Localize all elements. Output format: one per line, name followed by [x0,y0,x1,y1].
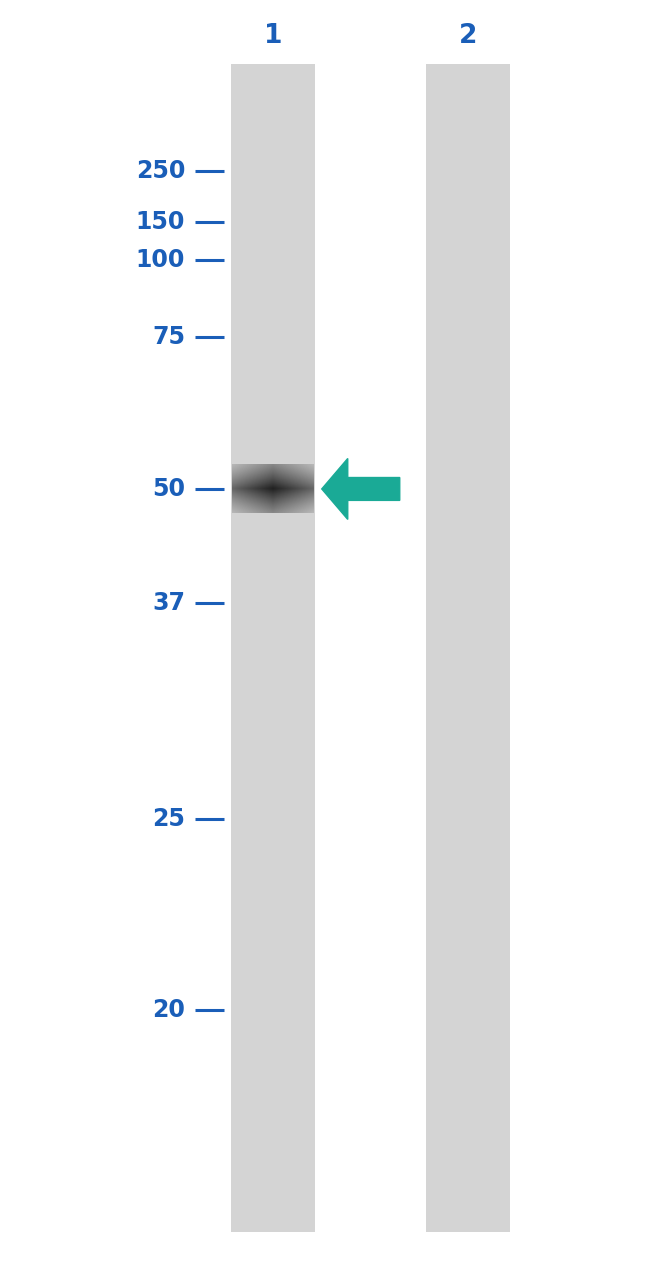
Text: 50: 50 [152,478,185,500]
Bar [231,64,315,1232]
Text: 75: 75 [152,325,185,348]
Text: 150: 150 [136,211,185,234]
Text: 100: 100 [136,249,185,272]
Text: 1: 1 [264,23,282,48]
Text: 20: 20 [152,998,185,1021]
FancyArrow shape [322,458,400,519]
Text: 25: 25 [152,808,185,831]
Text: 250: 250 [136,160,185,183]
Text: 37: 37 [152,592,185,615]
Bar [426,64,510,1232]
Text: 2: 2 [459,23,477,48]
